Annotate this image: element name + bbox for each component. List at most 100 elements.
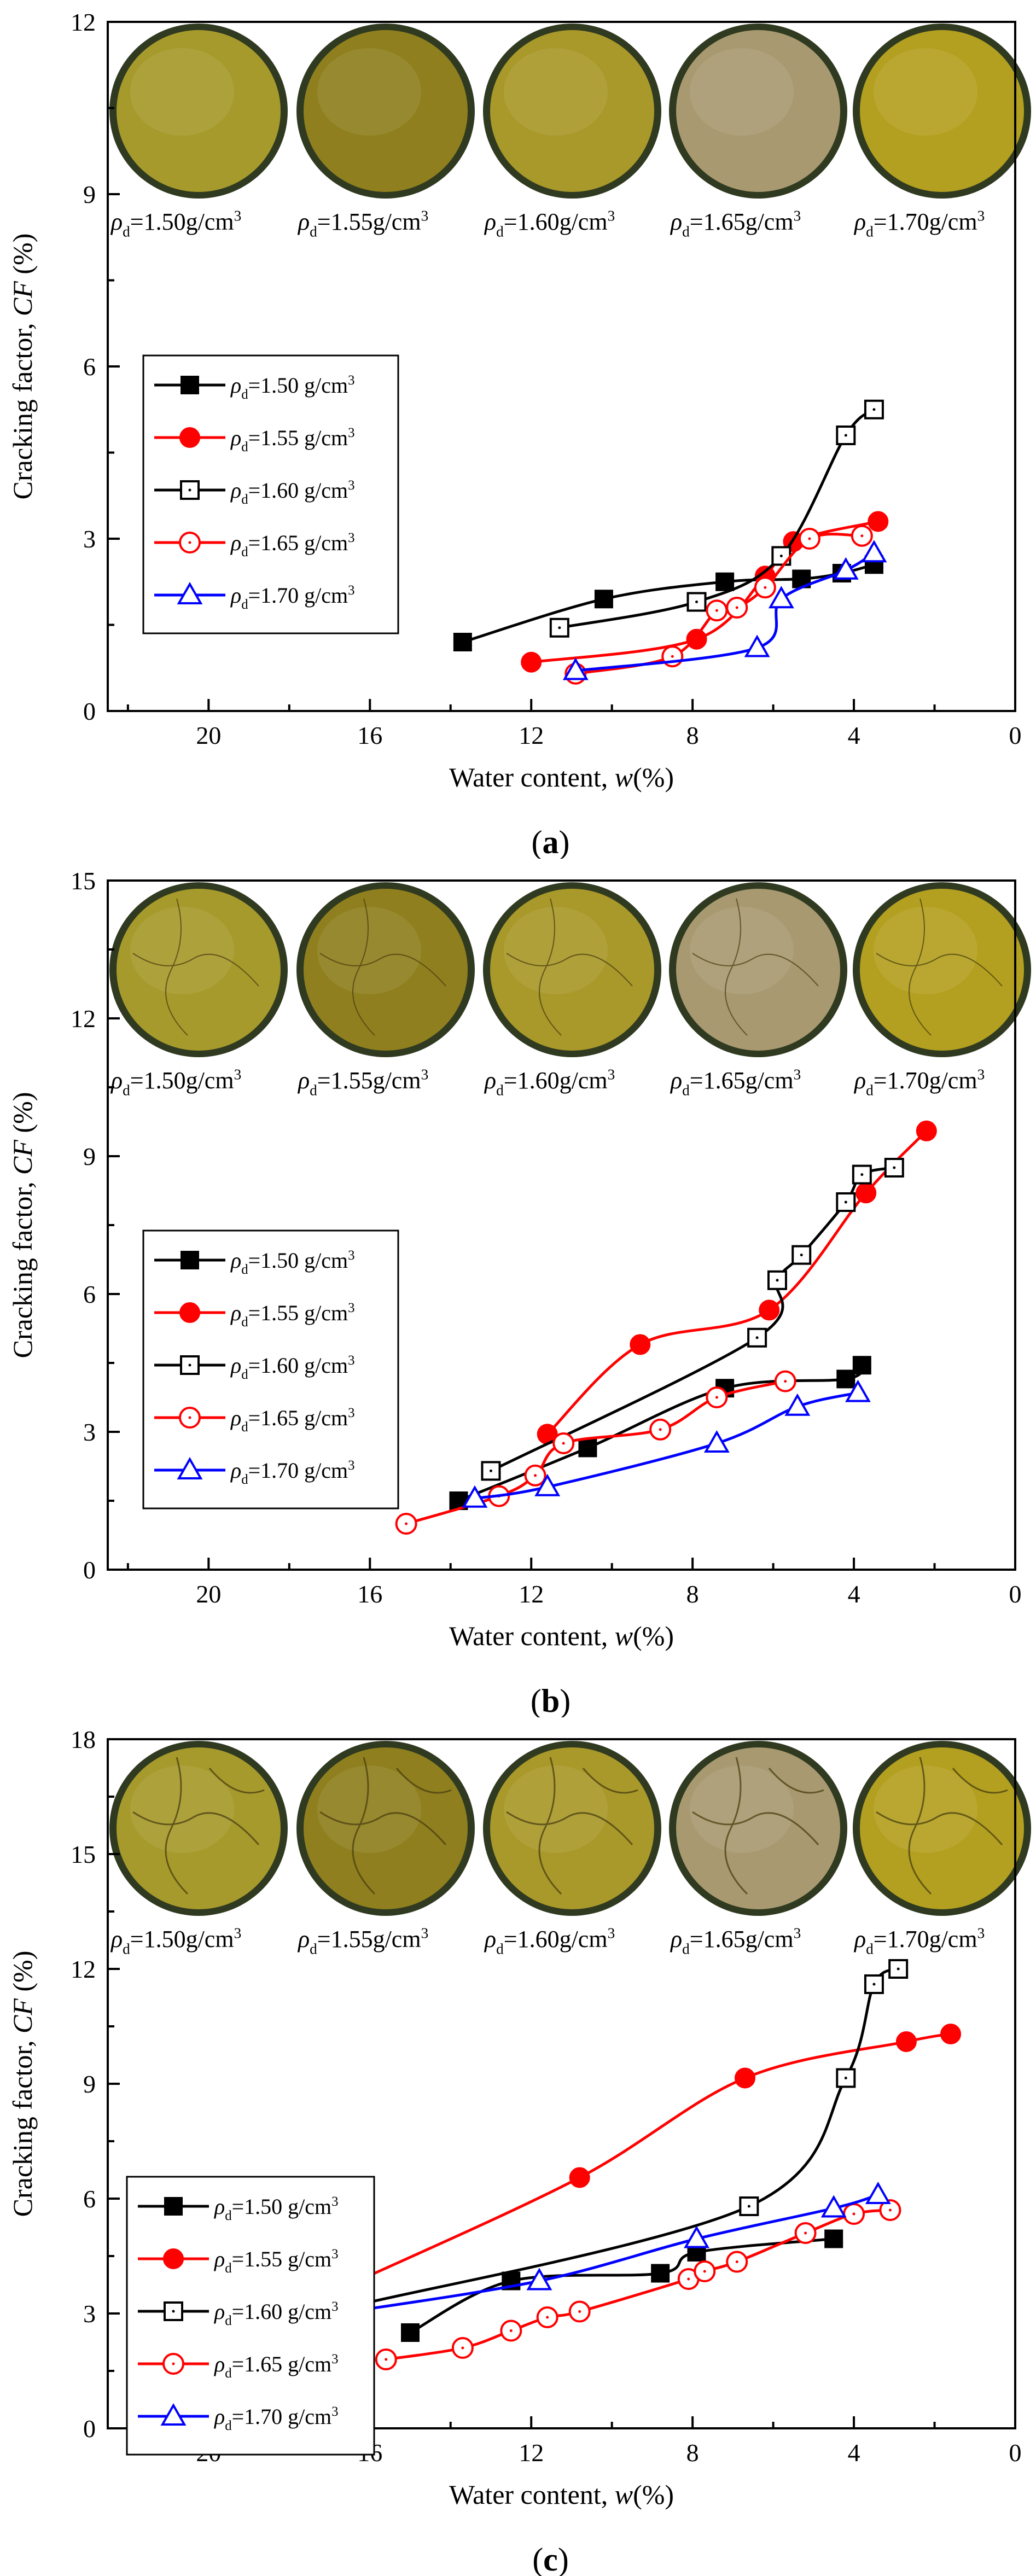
legend-label-1: ρd=1.50 g/cm3 <box>213 2194 339 2223</box>
data-point-dot <box>860 1173 864 1176</box>
sample-photos-b: ρd=1.50g/cm3 ρd=1.55g/cm3 ρd=1.60g/cm3 ρd=1… <box>109 882 1031 1098</box>
series-a-3 <box>549 399 884 638</box>
sample-photo-3 <box>490 889 654 1051</box>
legend-b: ρd=1.50 g/cm3 ρd=1.55 g/cm3 ρd=1.60 g/cm3 ρ… <box>142 1229 399 1510</box>
photo-label-5: ρd=1.70g/cm3 <box>853 1925 985 1957</box>
data-point <box>784 1393 811 1416</box>
legend-label-3: ρd=1.60 g/cm3 <box>230 478 355 507</box>
crack-line <box>724 1757 748 1895</box>
y-tick-label: 12 <box>71 1955 96 1983</box>
y-tick-label: 3 <box>83 525 96 553</box>
y-tick-label: 6 <box>83 2185 96 2213</box>
data-point <box>549 617 569 638</box>
data-point <box>744 634 770 657</box>
data-point <box>534 1473 561 1496</box>
x-tick-label: 8 <box>686 1580 699 1608</box>
crack-line <box>692 1811 819 1845</box>
data-point-dot <box>897 1967 900 1971</box>
data-point <box>521 651 542 673</box>
sample-photo-highlight-1 <box>130 1765 234 1853</box>
legend-marker-dot <box>172 2362 175 2365</box>
crack-line <box>908 1757 932 1895</box>
photo-label-1: ρd=1.50g/cm3 <box>110 1925 241 1957</box>
data-point-dot <box>489 1469 492 1472</box>
y-tick-label: 3 <box>83 2300 96 2328</box>
crack-line <box>319 1811 447 1845</box>
sample-photo-highlight-4 <box>690 48 794 136</box>
photo-label-1: ρd=1.50g/cm3 <box>110 207 241 240</box>
crack-line <box>876 953 1003 987</box>
data-point <box>684 2225 709 2248</box>
data-point <box>562 657 589 680</box>
crack-line <box>506 953 633 987</box>
data-point-dot <box>747 2205 750 2208</box>
series-c-3 <box>344 1959 909 2316</box>
sample-cracks-4 <box>692 898 819 1036</box>
data-point-dot <box>872 408 876 411</box>
x-tick-label: 8 <box>686 721 699 749</box>
sample-photo-highlight-1 <box>130 907 234 994</box>
crack-line <box>352 898 375 1036</box>
data-point-dot <box>844 434 847 437</box>
crack-line <box>768 1768 824 1794</box>
sample-photo-highlight-1 <box>130 48 234 136</box>
data-point <box>578 1438 597 1458</box>
x-axis-label-b: Water content, w(%) <box>449 1621 674 1651</box>
data-point-dot <box>764 586 767 589</box>
photo-label-5: ρd=1.70g/cm3 <box>853 1066 985 1098</box>
crack-line <box>725 898 748 1036</box>
legend-label-4: ρd=1.65 g/cm3 <box>230 1406 355 1435</box>
data-point-dot <box>687 2277 690 2281</box>
sample-cracks-1 <box>132 898 259 1036</box>
crack-line <box>692 953 819 987</box>
data-point-dot <box>852 2212 855 2216</box>
y-tick-label: 9 <box>83 180 96 208</box>
series-c-5 <box>324 2181 891 2323</box>
data-point <box>861 540 887 563</box>
photo-label-3: ρd=1.60g/cm3 <box>484 207 615 240</box>
y-tick-label: 12 <box>71 1005 96 1033</box>
series-line <box>353 1967 899 2307</box>
data-point <box>864 399 884 419</box>
crack-line <box>165 898 188 1036</box>
series-b-5 <box>462 1379 871 1508</box>
crack-line <box>876 1811 1003 1845</box>
sample-photo-5 <box>860 1747 1024 1909</box>
data-point-dot <box>860 534 864 538</box>
x-tick-label: 0 <box>1009 721 1022 749</box>
panel-label-a: (a) <box>532 824 570 859</box>
legend-marker <box>177 1456 203 1479</box>
legend-label-3: ρd=1.60 g/cm3 <box>230 1353 355 1382</box>
x-axis-label-a: Water content, w(%) <box>449 762 674 792</box>
photo-label-2: ρd=1.55g/cm3 <box>297 207 428 240</box>
data-point <box>824 2229 843 2248</box>
data-point <box>916 1120 937 1141</box>
legend-marker <box>181 1251 199 1269</box>
x-tick-label: 20 <box>196 1580 221 1608</box>
legend-label-3: ρd=1.60 g/cm3 <box>213 2299 339 2328</box>
y-axis-label-b: Cracking factor, CF (%) <box>7 1092 38 1359</box>
series-a-1 <box>453 555 883 651</box>
sample-photo-3 <box>490 1747 654 1909</box>
legend-label-5: ρd=1.70 g/cm3 <box>213 2404 339 2433</box>
chart-panel-b: ρd=1.50g/cm3 ρd=1.55g/cm3 ρd=1.60g/cm3 ρd=1… <box>0 859 1036 1717</box>
data-point-dot <box>509 2329 513 2332</box>
data-point <box>734 2067 755 2089</box>
data-point-dot <box>804 2231 807 2235</box>
data-point-dot <box>534 1474 537 1477</box>
data-point <box>768 586 794 609</box>
data-point-dot <box>562 1442 565 1445</box>
sample-cracks-2 <box>319 898 446 1036</box>
photo-label-4: ρd=1.65g/cm3 <box>670 1925 801 1957</box>
data-point-dot <box>659 1428 662 1431</box>
data-point <box>940 2024 962 2044</box>
data-point <box>569 2167 590 2188</box>
series-line <box>409 2237 834 2334</box>
x-tick-label: 4 <box>848 721 860 749</box>
sample-cracks-5 <box>876 898 1003 1036</box>
crack-line <box>538 1757 562 1895</box>
series-a-5 <box>562 540 887 680</box>
data-point <box>651 2264 670 2283</box>
y-tick-label: 12 <box>71 8 96 36</box>
sample-photo-highlight-3 <box>504 907 608 994</box>
